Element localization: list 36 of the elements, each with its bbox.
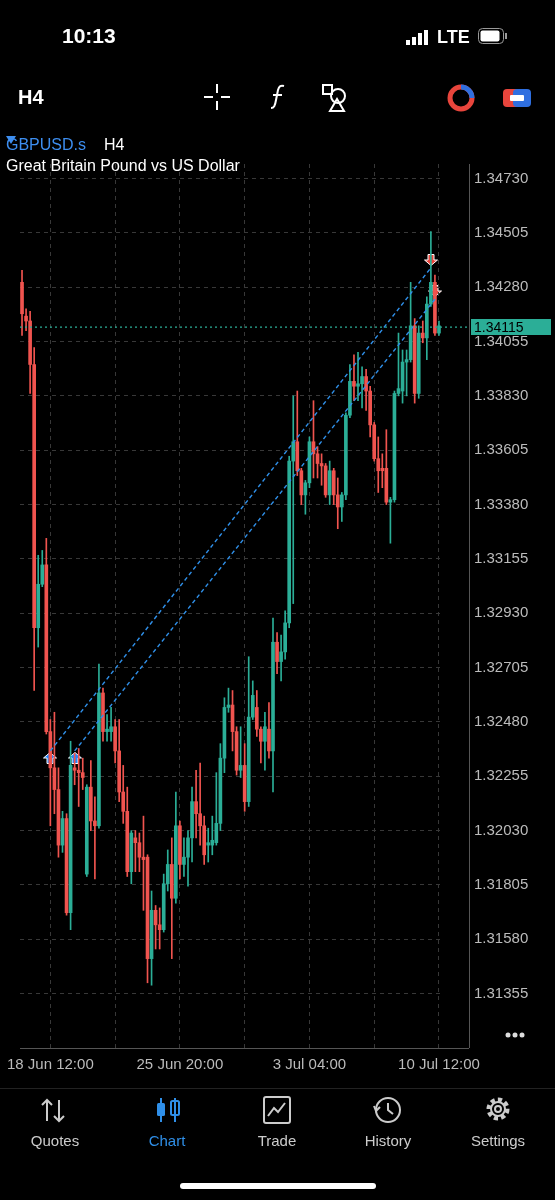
y-tick-label: 1.34505 <box>474 222 529 240</box>
candlestick <box>109 707 113 742</box>
y-tick-label: 1.31355 <box>474 983 529 1001</box>
text: 10:13 <box>62 24 116 49</box>
x-tick-label: 3 Jul 04:00 <box>272 1055 347 1073</box>
text: H4 <box>104 136 125 154</box>
y-tick-label: 1.32255 <box>474 766 529 784</box>
candlestick <box>206 827 211 863</box>
text: LTE <box>437 27 470 48</box>
candlestick <box>76 748 81 807</box>
y-tick-label: 1.33155 <box>474 549 529 567</box>
y-tick-label: 1.32030 <box>474 820 529 838</box>
y-tick-label: 1.34730 <box>474 168 529 186</box>
text: History <box>364 1132 412 1150</box>
y-tick-label: 1.33380 <box>474 494 529 512</box>
text: Settings <box>470 1132 526 1150</box>
y-tick-label: 1.34280 <box>474 277 529 295</box>
y-tick-label: 1.33605 <box>474 440 529 458</box>
x-tick-label: 25 Jun 20:00 <box>136 1055 224 1073</box>
y-tick-label: 1.32930 <box>474 603 529 621</box>
chart-title: GBPUSD.s <box>6 136 87 154</box>
y-tick-label: 1.31805 <box>474 875 529 893</box>
text: H4 <box>18 86 44 109</box>
x-tick-label: 18 Jun 12:00 <box>6 1055 94 1073</box>
chart-subtitle: Great Britain Pound vs US Dollar <box>6 157 240 176</box>
y-tick-label: 1.32480 <box>474 712 529 730</box>
text: Trade <box>257 1132 297 1150</box>
text: Chart <box>148 1132 186 1150</box>
candlestick <box>105 714 109 742</box>
text: Quotes <box>30 1132 80 1150</box>
x-tick-label: 10 Jul 12:00 <box>398 1055 480 1073</box>
y-tick-label: 1.33830 <box>474 386 529 404</box>
candlestick <box>420 320 425 344</box>
y-tick-label: 1.32705 <box>474 657 529 675</box>
candlestick <box>352 354 356 402</box>
y-tick-label: 1.31580 <box>474 929 529 947</box>
